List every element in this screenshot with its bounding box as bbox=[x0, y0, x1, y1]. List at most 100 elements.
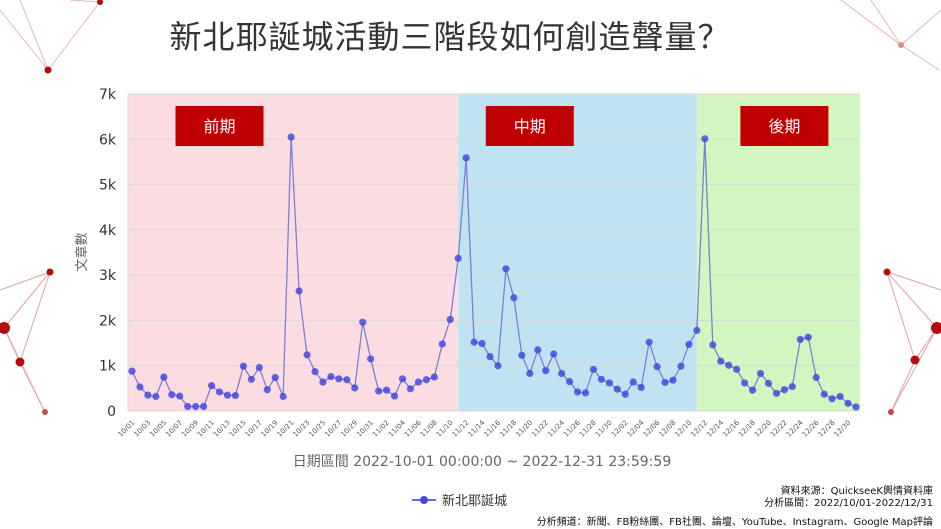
data-point bbox=[382, 386, 391, 394]
y-tick-label: 0 bbox=[107, 404, 116, 420]
data-point bbox=[844, 399, 852, 407]
data-point bbox=[741, 379, 749, 387]
data-point bbox=[542, 367, 550, 375]
data-point bbox=[772, 389, 781, 397]
source-line: 資料來源：QuickseeK輿情資料庫 bbox=[780, 486, 933, 497]
data-point bbox=[589, 365, 598, 373]
x-tick-label: 11/18 bbox=[498, 419, 518, 439]
data-point bbox=[160, 373, 168, 381]
data-point bbox=[438, 340, 446, 348]
x-tick-label: 11/08 bbox=[419, 419, 439, 439]
x-tick-label: 11/10 bbox=[435, 419, 455, 439]
data-point bbox=[279, 392, 287, 401]
x-axis-title: 日期區間 2022-10-01 00:00:00 ~ 2022-12-31 23… bbox=[293, 454, 671, 470]
phase-label-box bbox=[175, 106, 264, 146]
data-point bbox=[629, 378, 637, 386]
data-point bbox=[287, 133, 295, 141]
data-point bbox=[414, 378, 423, 386]
network-decoration-right bbox=[883, 268, 941, 415]
data-point bbox=[550, 350, 558, 358]
data-point bbox=[661, 378, 669, 387]
period-line: 分析區間：2022/10/01-2022/12/31 bbox=[764, 498, 933, 509]
x-tick-label: 10/19 bbox=[260, 419, 280, 439]
data-point bbox=[406, 385, 415, 393]
network-decoration-top-left bbox=[0, 0, 103, 74]
x-tick-label: 11/22 bbox=[530, 419, 550, 439]
x-tick-label: 10/17 bbox=[244, 419, 264, 439]
network-node bbox=[46, 268, 54, 276]
data-point bbox=[390, 392, 399, 400]
data-point bbox=[319, 378, 327, 386]
data-point bbox=[200, 402, 208, 411]
data-point bbox=[748, 386, 757, 394]
x-tick-label: 10/21 bbox=[276, 419, 296, 439]
phase-label-box bbox=[740, 106, 829, 146]
network-node bbox=[931, 322, 941, 334]
data-point bbox=[359, 318, 367, 326]
data-point bbox=[184, 402, 192, 411]
x-tick-label: 10/27 bbox=[323, 419, 343, 439]
data-point bbox=[573, 388, 582, 396]
data-source-note: 資料來源：QuickseeK輿情資料庫 分析區間：2022/10/01-2022… bbox=[764, 486, 933, 510]
phase-labels: 前期 中期 後期 bbox=[175, 106, 829, 146]
y-axis-title: 文章數 bbox=[74, 232, 90, 271]
data-point bbox=[478, 339, 486, 348]
data-point bbox=[701, 135, 709, 143]
data-point bbox=[430, 373, 438, 381]
x-tick-label: 10/07 bbox=[164, 419, 184, 439]
data-point bbox=[295, 287, 303, 295]
data-point bbox=[677, 362, 685, 370]
network-node bbox=[883, 268, 891, 276]
page-title: 新北耶誕城活動三階段如何創造聲量？ bbox=[169, 18, 731, 56]
x-tick-label: 10/09 bbox=[180, 419, 200, 439]
data-point bbox=[526, 369, 534, 378]
data-point bbox=[247, 375, 255, 383]
data-point bbox=[367, 355, 375, 363]
data-point bbox=[263, 386, 271, 394]
data-point bbox=[502, 265, 510, 273]
y-tick-label: 5k bbox=[99, 178, 117, 194]
data-point bbox=[613, 385, 621, 393]
data-point bbox=[645, 338, 653, 346]
series-points bbox=[128, 133, 860, 411]
x-tick-label: 11/30 bbox=[594, 419, 614, 439]
x-tick-label: 12/22 bbox=[769, 419, 789, 439]
legend[interactable]: 新北耶誕城 bbox=[412, 490, 507, 509]
data-point bbox=[128, 367, 136, 375]
data-point bbox=[669, 376, 677, 384]
phase-region bbox=[128, 94, 459, 411]
data-point bbox=[494, 362, 502, 370]
data-point bbox=[852, 403, 860, 411]
y-tick-label: 6k bbox=[99, 132, 117, 148]
y-tick-label: 1k bbox=[99, 359, 117, 375]
phase-label: 後期 bbox=[768, 117, 800, 136]
y-axis: 0 1k 2k 3k 4k 5k 6k 7k bbox=[99, 87, 129, 420]
network-node bbox=[898, 42, 904, 48]
x-tick-label: 11/20 bbox=[514, 419, 534, 439]
x-tick-label: 10/01 bbox=[116, 419, 136, 439]
network-node bbox=[888, 409, 894, 415]
x-tick-label: 11/12 bbox=[451, 419, 471, 439]
x-tick-label: 10/31 bbox=[355, 419, 375, 439]
data-point bbox=[351, 384, 359, 392]
data-point bbox=[780, 386, 788, 394]
phase-region bbox=[696, 94, 860, 411]
data-point bbox=[327, 372, 335, 381]
data-point bbox=[653, 363, 661, 371]
data-point bbox=[486, 353, 494, 361]
data-point bbox=[828, 395, 836, 403]
x-tick-label: 11/28 bbox=[578, 419, 598, 439]
data-point bbox=[454, 254, 462, 262]
x-tick-label: 10/15 bbox=[228, 419, 248, 439]
network-decoration-top-right bbox=[840, 0, 941, 71]
data-point bbox=[255, 363, 263, 372]
data-point bbox=[311, 368, 319, 376]
data-point bbox=[239, 362, 247, 370]
data-point bbox=[558, 369, 566, 378]
network-node bbox=[44, 66, 52, 74]
x-tick-label: 12/20 bbox=[753, 419, 773, 439]
data-point bbox=[136, 383, 144, 391]
data-point bbox=[605, 379, 613, 387]
data-point bbox=[168, 391, 176, 399]
network-node bbox=[97, 0, 103, 5]
